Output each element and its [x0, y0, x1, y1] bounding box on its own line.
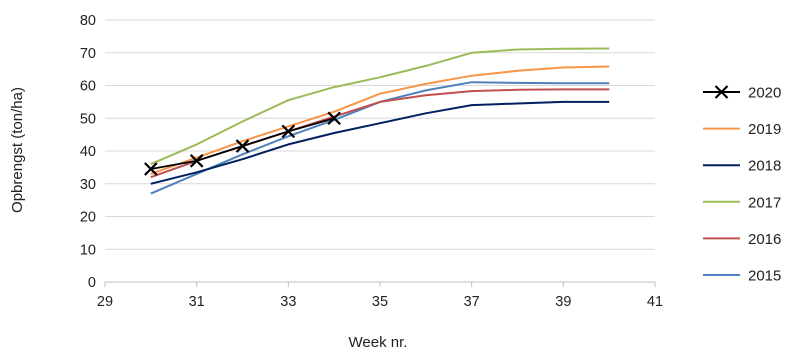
- data-point-2020: [189, 154, 204, 168]
- series-group: [144, 47, 610, 195]
- x-axis-title: Week nr.: [349, 334, 408, 351]
- x-tick-label: 29: [97, 294, 113, 310]
- legend-item-2015: 2015: [703, 268, 781, 285]
- series-2019: [150, 65, 610, 175]
- y-tick-label: 20: [80, 210, 96, 226]
- series-line-2018: [150, 100, 610, 185]
- legend-item-2016: 2016: [703, 231, 781, 248]
- y-tick-label: 40: [80, 144, 96, 160]
- y-tick-labels: 0 10 20 30 40 50 60 70 80: [80, 13, 96, 291]
- series-line-2020: [150, 117, 335, 170]
- series-2015: [150, 81, 610, 195]
- gridlines: [105, 19, 655, 250]
- x-tick-label: 41: [647, 294, 663, 310]
- x-tick-label: 37: [464, 294, 480, 310]
- x-tick-labels: 29 31 33 35 37 39 41: [97, 294, 663, 310]
- legend-label: 2020: [748, 85, 781, 102]
- data-point-2020: [327, 111, 341, 126]
- legend-item-2018: 2018: [703, 158, 781, 175]
- y-tick-label: 0: [88, 275, 96, 291]
- legend: 2020 2019 2018 2017 2016 2015: [703, 85, 781, 285]
- series-2020: [144, 111, 341, 176]
- series-line-2017: [150, 47, 610, 166]
- data-point-2020: [281, 124, 296, 139]
- series-line-2019: [150, 65, 610, 175]
- legend-label: 2019: [748, 121, 781, 138]
- x-tick-label: 35: [372, 294, 388, 310]
- x-tick-label: 31: [189, 294, 205, 310]
- series-line-2015: [150, 81, 610, 195]
- legend-label: 2015: [748, 268, 781, 285]
- data-point-2020: [144, 162, 158, 176]
- data-point-2020: [235, 139, 250, 153]
- y-tick-label: 70: [80, 46, 96, 62]
- x-tick-label: 33: [280, 294, 296, 310]
- legend-item-2020: 2020: [703, 85, 781, 102]
- y-tick-label: 10: [80, 242, 96, 258]
- y-tick-label: 30: [80, 177, 96, 193]
- x-tick-label: 39: [555, 294, 571, 310]
- series-2017: [150, 47, 610, 166]
- legend-label: 2018: [748, 158, 781, 175]
- y-tick-label: 50: [80, 111, 96, 127]
- legend-item-2017: 2017: [703, 194, 781, 211]
- legend-label: 2017: [748, 194, 781, 211]
- legend-item-2019: 2019: [703, 121, 781, 138]
- series-2018: [150, 100, 610, 185]
- legend-label: 2016: [748, 231, 781, 248]
- y-tick-label: 60: [80, 79, 96, 95]
- y-axis-title: Opbrengst (ton/ha): [9, 87, 26, 213]
- y-tick-label: 80: [80, 13, 96, 29]
- x-marker-icon: [714, 85, 729, 99]
- axes: [104, 281, 656, 287]
